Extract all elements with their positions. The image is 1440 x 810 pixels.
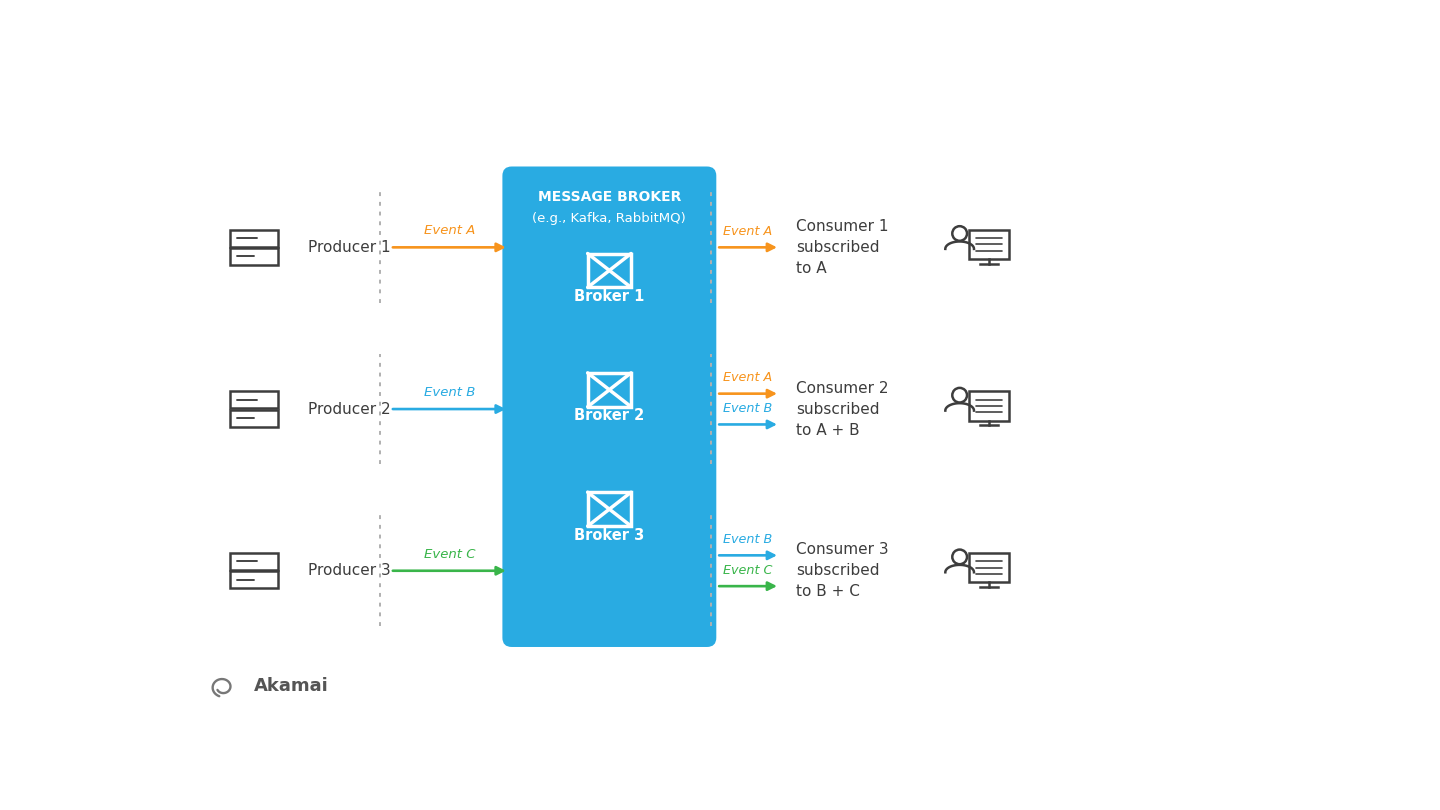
Text: Consumer 1
subscribed
to A: Consumer 1 subscribed to A <box>796 219 888 276</box>
Text: Event B: Event B <box>723 533 773 546</box>
Text: Event A: Event A <box>723 225 773 238</box>
Text: Consumer 2
subscribed
to A + B: Consumer 2 subscribed to A + B <box>796 381 888 437</box>
Text: Event B: Event B <box>723 403 773 416</box>
FancyBboxPatch shape <box>503 167 716 647</box>
Text: Producer 3: Producer 3 <box>308 563 390 578</box>
Text: Broker 3: Broker 3 <box>575 528 645 543</box>
FancyBboxPatch shape <box>229 571 278 588</box>
FancyBboxPatch shape <box>229 391 278 408</box>
Text: Event A: Event A <box>723 372 773 385</box>
Text: Event C: Event C <box>723 564 773 577</box>
Text: Broker 2: Broker 2 <box>575 408 645 424</box>
Text: (e.g., Kafka, RabbitMQ): (e.g., Kafka, RabbitMQ) <box>533 212 687 225</box>
FancyBboxPatch shape <box>229 230 278 247</box>
Text: MESSAGE BROKER: MESSAGE BROKER <box>537 190 681 204</box>
Text: Event A: Event A <box>423 224 475 237</box>
Text: Event C: Event C <box>423 548 475 561</box>
FancyBboxPatch shape <box>229 553 278 570</box>
FancyBboxPatch shape <box>969 553 1009 582</box>
FancyBboxPatch shape <box>229 248 278 265</box>
FancyBboxPatch shape <box>969 391 1009 420</box>
Text: Event B: Event B <box>423 386 475 399</box>
Text: Consumer 3
subscribed
to B + C: Consumer 3 subscribed to B + C <box>796 542 888 599</box>
Text: Producer 2: Producer 2 <box>308 402 390 416</box>
Text: Producer 1: Producer 1 <box>308 240 390 255</box>
FancyBboxPatch shape <box>969 230 1009 259</box>
FancyBboxPatch shape <box>229 410 278 427</box>
Text: Akamai: Akamai <box>253 677 328 695</box>
Text: Broker 1: Broker 1 <box>575 289 645 304</box>
